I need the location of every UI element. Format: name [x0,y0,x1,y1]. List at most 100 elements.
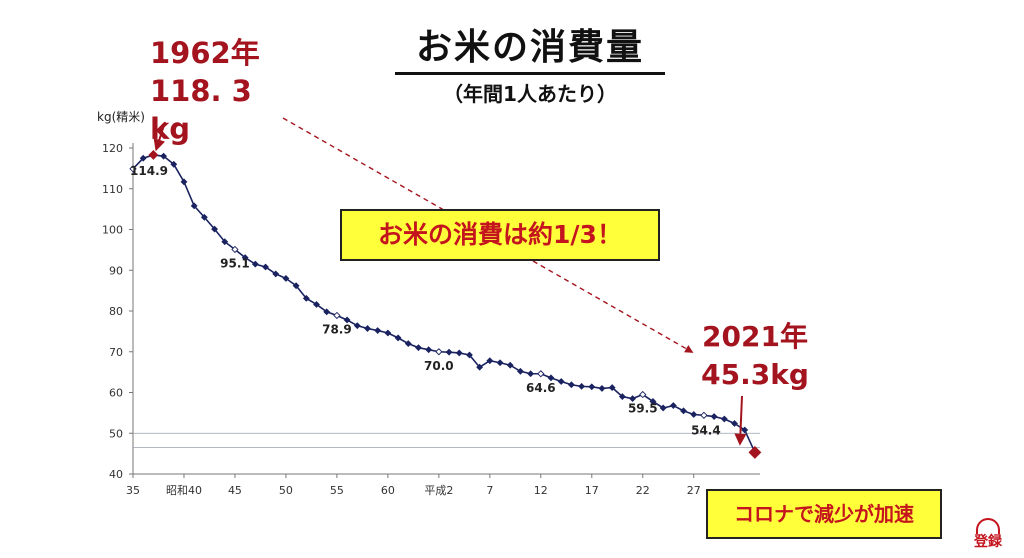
x-tick-label-7: 7 [486,484,493,497]
x-tick-label-10: 22 [636,484,650,497]
data-point-1979 [323,308,331,316]
data-point-2001 [547,374,555,382]
chart-title: お米の消費量 [395,26,665,75]
data-point-1998 [516,367,524,375]
data-point-2006 [598,385,606,392]
peak-annotation: 1962年 118. 3 kg [150,34,300,148]
data-point-1978 [313,301,320,308]
data-point-2005 [588,383,596,391]
data-point-2003 [567,381,575,389]
data-point-1989 [425,346,433,354]
data-point-1990 [435,348,443,356]
data-point-1960 [129,165,137,173]
data-point-1980 [333,311,341,320]
data-point-1964 [170,160,178,168]
latest-arrow [734,395,747,446]
data-point-1963 [160,152,168,160]
x-tick-label-4: 55 [330,484,344,497]
data-point-2011 [649,398,657,405]
y-tick-label-50: 50 [109,427,123,440]
data-point-2018 [720,415,728,423]
latest-annotation: 2021年 45.3kg [690,318,820,394]
data-point-1983 [364,325,371,332]
peak-year: 1962年 [150,36,260,70]
data-point-2015 [690,411,698,418]
x-tick-label-3: 50 [279,484,293,497]
data-point-2010 [639,390,647,399]
data-point-2020 [741,426,749,434]
ghost-icon [976,518,1000,534]
data-point-2012 [659,404,667,412]
data-point-1995 [486,357,494,365]
data-point-1991 [445,348,453,356]
data-point-1972 [251,260,259,268]
data-point-2004 [578,382,586,390]
x-tick-label-5: 60 [381,484,395,497]
data-point-1982 [353,322,361,330]
register-logo-text: 登録 [974,534,1002,550]
data-point-2016 [700,411,708,419]
data-point-1988 [415,344,422,352]
data-point-2000 [537,370,545,378]
chart-subtitle: （年間1人あたり） [443,82,617,106]
data-point-2013 [669,402,677,409]
x-tick-label-8: 12 [534,484,548,497]
y-tick-label-80: 80 [109,305,123,318]
data-label-1960: 114.9 [130,164,168,178]
data-point-1996 [496,359,504,367]
peak-value: 118. 3 kg [150,74,252,146]
data-point-2021 [748,445,762,459]
data-point-1977 [302,294,310,302]
x-tick-label-9: 17 [585,484,599,497]
data-label-2016: 54.4 [691,423,721,437]
x-tick-label-6: 平成2 [424,484,453,497]
data-point-2014 [680,407,687,415]
x-tick-label-0: 35 [126,484,140,497]
data-point-2002 [557,378,565,385]
x-tick-label-1: 昭和40 [166,484,202,497]
data-label-1990: 70.0 [424,359,454,373]
data-point-1976 [292,282,300,290]
data-point-1965 [180,178,188,186]
y-axis-label: kg(精米) [97,110,145,124]
data-point-2007 [608,384,616,392]
data-point-1986 [394,334,402,342]
data-point-1971 [241,254,249,262]
data-point-1961 [139,154,147,162]
data-point-1985 [384,329,392,337]
latest-year: 2021年 [702,320,808,353]
register-logo[interactable]: 登録 [968,518,1008,552]
data-point-1994 [476,363,484,371]
x-tick-label-11: 27 [687,484,701,497]
data-point-1999 [527,370,535,378]
data-label-2000: 64.6 [526,381,556,395]
y-tick-label-70: 70 [109,346,123,359]
latest-value: 45.3kg [701,358,809,391]
data-point-1981 [343,316,351,324]
data-point-1969 [221,238,229,246]
y-tick-label-110: 110 [102,183,123,196]
data-label-1980: 78.9 [322,322,352,336]
data-point-1975 [282,274,290,282]
data-point-1973 [262,263,269,271]
peak-arrow [153,121,166,152]
data-point-1984 [374,327,382,334]
data-point-1974 [272,270,280,278]
data-point-2008 [618,393,626,400]
data-point-2009 [629,395,636,403]
data-point-1987 [404,340,412,348]
data-point-2019 [731,420,738,427]
y-tick-label-90: 90 [109,264,123,277]
y-tick-label-120: 120 [102,142,123,155]
data-point-1968 [211,225,218,233]
reduction-callout: お米の消費は約1/3！ [340,209,660,261]
data-point-2017 [710,413,718,420]
data-label-1970: 95.1 [220,256,250,270]
data-point-1966 [190,202,198,210]
y-tick-label-100: 100 [102,224,123,237]
y-tick-label-40: 40 [109,468,123,481]
data-point-1997 [506,361,514,369]
data-point-1992 [455,349,463,357]
y-tick-label-60: 60 [109,387,123,400]
data-point-1967 [200,213,208,221]
